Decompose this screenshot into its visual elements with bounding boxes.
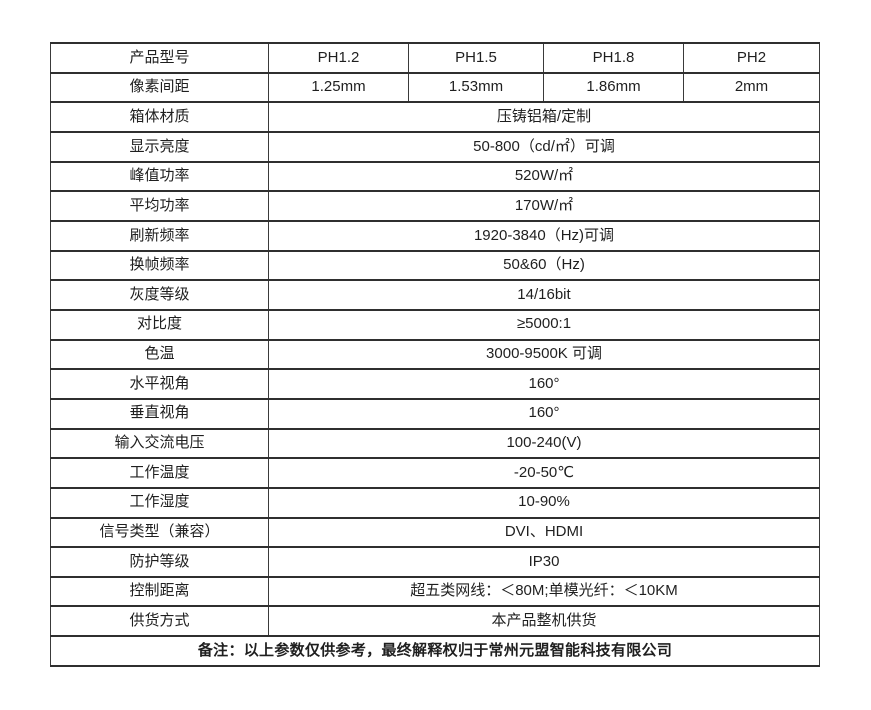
spec-value: 160° (268, 397, 820, 430)
row-product-model: 产品型号 PH1.2 PH1.5 PH1.8 PH2 (50, 42, 820, 74)
model-cell-ph2: PH2 (683, 42, 820, 74)
row-control-distance: 控制距离 超五类网线：＜80M;单模光纤：＜10KM (50, 575, 820, 608)
spec-value: IP30 (268, 546, 820, 578)
model-cell-ph18: PH1.8 (543, 42, 684, 74)
spec-label: 显示亮度 (50, 130, 269, 163)
spec-value: 本产品整机供货 (268, 605, 820, 638)
model-cell-ph15: PH1.5 (408, 42, 544, 74)
row-protection-rating: 防护等级 IP30 (50, 546, 820, 578)
spec-label: 防护等级 (50, 546, 269, 578)
spec-value: ≥5000:1 (268, 308, 820, 341)
spec-label: 色温 (50, 338, 269, 371)
spec-label: 平均功率 (50, 190, 269, 222)
row-vertical-viewing-angle: 垂直视角 160° (50, 397, 820, 430)
spec-value: 14/16bit (268, 279, 820, 311)
spec-label: 峰值功率 (50, 160, 269, 193)
row-average-power: 平均功率 170W/㎡ (50, 190, 820, 222)
row-remark: 备注：以上参数仅供参考，最终解释权归于常州元盟智能科技有限公司 (50, 635, 820, 667)
spec-value: 50&60（Hz) (268, 249, 820, 282)
model-cell-ph12: PH1.2 (268, 42, 409, 74)
spec-label: 灰度等级 (50, 279, 269, 311)
row-frame-rate: 换帧频率 50&60（Hz) (50, 249, 820, 282)
spec-label: 水平视角 (50, 368, 269, 400)
pitch-cell-ph12: 1.25mm (268, 71, 409, 104)
row-refresh-rate: 刷新频率 1920-3840（Hz)可调 (50, 219, 820, 252)
spec-label: 刷新频率 (50, 219, 269, 252)
spec-value: 10-90% (268, 486, 820, 519)
spec-label: 换帧频率 (50, 249, 269, 282)
spec-label: 输入交流电压 (50, 427, 269, 460)
product-spec-table: 产品型号 PH1.2 PH1.5 PH1.8 PH2 像素间距 1.25mm 1… (50, 42, 820, 667)
spec-value: -20-50℃ (268, 457, 820, 489)
spec-label: 箱体材质 (50, 101, 269, 133)
spec-label: 对比度 (50, 308, 269, 341)
remark-note: 备注：以上参数仅供参考，最终解释权归于常州元盟智能科技有限公司 (50, 635, 820, 667)
spec-label: 工作湿度 (50, 486, 269, 519)
pitch-cell-ph15: 1.53mm (408, 71, 544, 104)
spec-value: DVI、HDMI (268, 516, 820, 549)
spec-value: 170W/㎡ (268, 190, 820, 222)
spec-value: 520W/㎡ (268, 160, 820, 193)
row-signal-type: 信号类型（兼容） DVI、HDMI (50, 516, 820, 549)
row-contrast: 对比度 ≥5000:1 (50, 308, 820, 341)
spec-label-product-model: 产品型号 (50, 42, 269, 74)
spec-label: 垂直视角 (50, 397, 269, 430)
spec-label: 工作温度 (50, 457, 269, 489)
row-input-voltage: 输入交流电压 100-240(V) (50, 427, 820, 460)
spec-value: 3000-9500K 可调 (268, 338, 820, 371)
spec-value: 100-240(V) (268, 427, 820, 460)
pitch-cell-ph2: 2mm (683, 71, 820, 104)
spec-value: 压铸铝箱/定制 (268, 101, 820, 133)
spec-value: 1920-3840（Hz)可调 (268, 219, 820, 252)
spec-value: 160° (268, 368, 820, 400)
pitch-cell-ph18: 1.86mm (543, 71, 684, 104)
spec-label: 信号类型（兼容） (50, 516, 269, 549)
row-color-temperature: 色温 3000-9500K 可调 (50, 338, 820, 371)
row-supply-method: 供货方式 本产品整机供货 (50, 605, 820, 638)
spec-label: 供货方式 (50, 605, 269, 638)
row-operating-temperature: 工作温度 -20-50℃ (50, 457, 820, 489)
row-peak-power: 峰值功率 520W/㎡ (50, 160, 820, 193)
spec-value: 超五类网线：＜80M;单模光纤：＜10KM (268, 575, 820, 608)
row-pixel-pitch: 像素间距 1.25mm 1.53mm 1.86mm 2mm (50, 71, 820, 104)
row-gray-scale: 灰度等级 14/16bit (50, 279, 820, 311)
spec-label-pixel-pitch: 像素间距 (50, 71, 269, 104)
spec-label: 控制距离 (50, 575, 269, 608)
row-brightness: 显示亮度 50-800（cd/㎡）可调 (50, 130, 820, 163)
row-horizontal-viewing-angle: 水平视角 160° (50, 368, 820, 400)
spec-value: 50-800（cd/㎡）可调 (268, 130, 820, 163)
row-cabinet-material: 箱体材质 压铸铝箱/定制 (50, 101, 820, 133)
row-operating-humidity: 工作湿度 10-90% (50, 486, 820, 519)
